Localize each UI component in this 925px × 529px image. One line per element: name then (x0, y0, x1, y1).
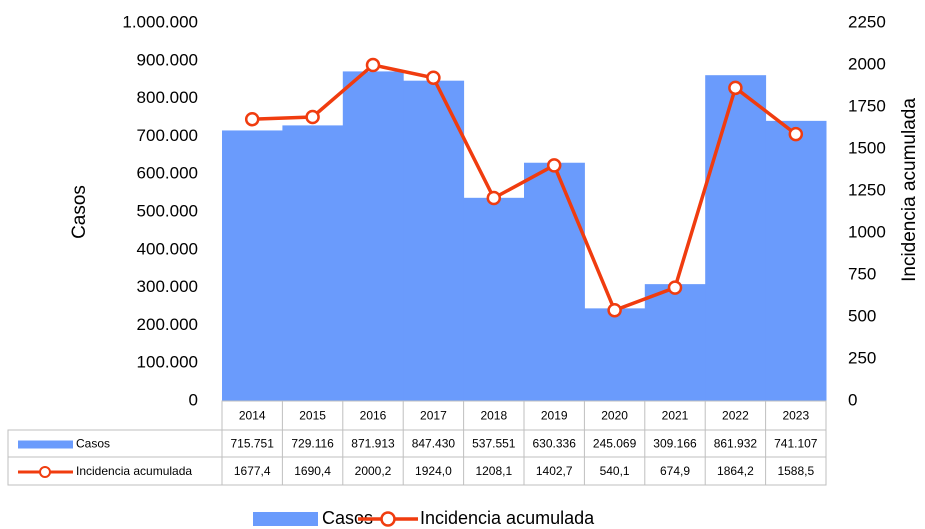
x-tick-label: 2014 (239, 409, 266, 423)
data-label: 715.751 (231, 437, 275, 451)
area-step (524, 162, 585, 401)
y2-tick-label: 1500 (848, 138, 886, 157)
data-label: 1588,5 (777, 464, 814, 478)
y2-axis-title: Incidencia acumulada (899, 98, 920, 282)
x-tick-label: 2017 (420, 409, 447, 423)
y-tick-label: 700.000 (137, 126, 198, 145)
table-border (7, 456, 827, 486)
y-tick-label: 500.000 (137, 201, 198, 220)
data-label: 309.166 (653, 437, 697, 451)
area-step (463, 197, 525, 401)
area-step (705, 75, 767, 402)
marker (788, 126, 804, 142)
legend-label: Incidencia acumulada (420, 508, 595, 528)
y-tick-label: 600.000 (137, 164, 198, 183)
legend-key (380, 511, 396, 527)
table-legend-key (18, 440, 73, 449)
y2-tick-label: 0 (848, 390, 857, 409)
data-label: 1924,0 (415, 464, 452, 478)
area-step (282, 125, 344, 401)
area-step (644, 284, 706, 401)
marker (305, 109, 320, 125)
marker (546, 158, 562, 173)
y2-tick-label: 1750 (848, 96, 886, 115)
line (252, 63, 797, 313)
data-label: 245.069 (593, 437, 637, 451)
data-label: 674,9 (660, 464, 690, 478)
data-label: 1690,4 (294, 464, 331, 478)
data-label: 1208,1 (475, 464, 512, 478)
area-step (403, 80, 465, 402)
area-step (342, 71, 404, 402)
y-tick-label: 300.000 (137, 277, 198, 296)
y-tick-label: 400.000 (137, 239, 198, 258)
y-tick-label: 900.000 (137, 50, 198, 69)
marker (728, 80, 743, 96)
area-step (222, 130, 283, 402)
y2-tick-label: 750 (848, 264, 876, 283)
data-label: 1864,2 (717, 464, 754, 478)
marker (607, 303, 622, 318)
area-step (584, 308, 646, 401)
y2-tick-label: 1000 (848, 222, 886, 241)
y2-tick-label: 2000 (848, 54, 886, 73)
data-label: 630.336 (533, 437, 577, 451)
x-tick-label: 2016 (360, 409, 387, 423)
data-label: 871.913 (351, 437, 395, 451)
x-tick-label: 2018 (480, 409, 507, 423)
data-label: 729.116 (291, 437, 334, 451)
data-label: 741.107 (774, 437, 818, 451)
x-tick-label: 2021 (662, 409, 689, 423)
x-tick-label: 2022 (722, 409, 749, 423)
y-tick-label: 0 (189, 390, 198, 409)
x-tick-label: 2020 (601, 409, 628, 423)
data-label: 847.430 (412, 437, 456, 451)
marker (667, 280, 683, 295)
table-row-header: Casos (76, 437, 110, 451)
data-label: 2000,2 (355, 464, 392, 478)
x-tick-label: 2015 (299, 409, 326, 423)
table-row-header: Incidencia acumulada (76, 464, 192, 478)
marker (244, 111, 260, 127)
y-axis-title: Casos (69, 185, 90, 239)
y2-tick-label: 500 (848, 306, 876, 325)
area-step (765, 120, 827, 401)
marker (486, 190, 502, 206)
table-legend-key (39, 466, 51, 478)
marker (365, 57, 381, 73)
y-tick-label: 800.000 (137, 88, 198, 107)
y-tick-label: 200.000 (137, 315, 198, 334)
legend-label: Casos (322, 508, 373, 528)
data-label: 540,1 (600, 464, 630, 478)
y-tick-label: 1.000.000 (122, 12, 198, 31)
data-label: 861.932 (714, 437, 758, 451)
data-label: 537.551 (472, 437, 516, 451)
legend-key (253, 512, 318, 526)
y2-tick-label: 2250 (848, 12, 886, 31)
y2-tick-label: 250 (848, 348, 876, 367)
data-label: 1677,4 (234, 464, 271, 478)
marker (426, 70, 441, 86)
x-tick-label: 2023 (782, 409, 809, 423)
data-label: 1402,7 (536, 464, 573, 478)
y-tick-label: 100.000 (137, 353, 198, 372)
x-tick-label: 2019 (541, 409, 568, 423)
y2-tick-label: 1250 (848, 180, 886, 199)
